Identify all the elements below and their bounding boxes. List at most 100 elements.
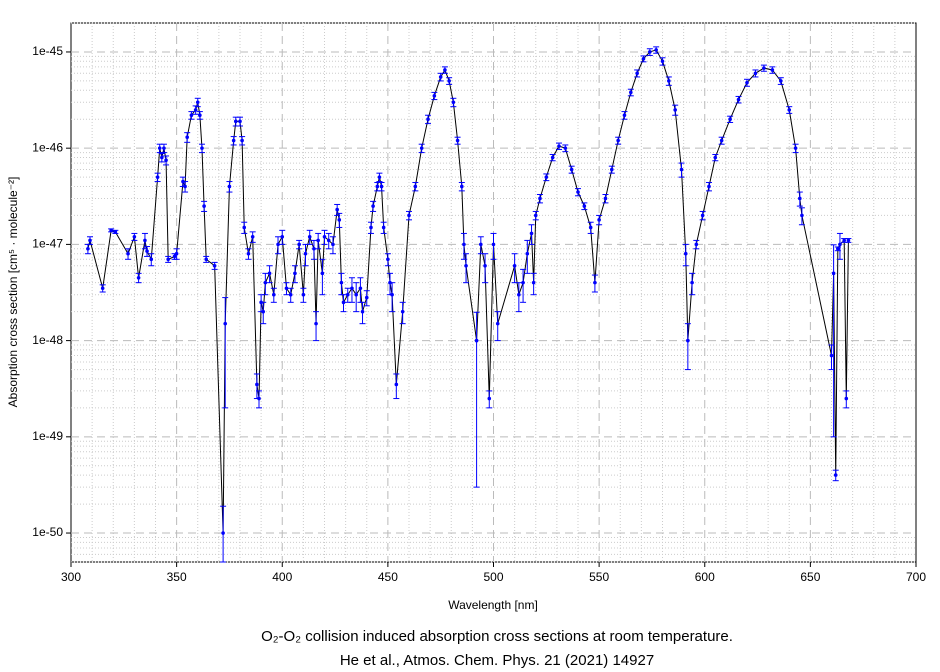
chart-title: O₂-O₂ collision induced absorption cross… bbox=[261, 628, 733, 645]
data-point bbox=[379, 184, 384, 189]
data-point bbox=[844, 396, 849, 401]
data-point bbox=[231, 138, 236, 143]
data-point bbox=[369, 225, 373, 230]
data-point bbox=[261, 309, 266, 314]
data-point bbox=[728, 117, 732, 122]
data-point bbox=[341, 300, 346, 305]
data-point bbox=[793, 146, 798, 150]
data-point bbox=[86, 246, 90, 251]
y-tick-label: 1e-45 bbox=[32, 44, 63, 58]
data-point bbox=[316, 238, 320, 243]
data-point bbox=[113, 230, 118, 234]
x-tick-label: 650 bbox=[800, 570, 820, 584]
data-point bbox=[603, 196, 608, 201]
data-point bbox=[381, 225, 386, 230]
data-point bbox=[582, 204, 587, 208]
data-point bbox=[162, 146, 166, 150]
data-point bbox=[157, 146, 162, 150]
data-point bbox=[544, 175, 549, 179]
data-point bbox=[517, 292, 521, 297]
data-point bbox=[700, 213, 705, 218]
data-point bbox=[360, 309, 365, 314]
x-tick-label: 300 bbox=[61, 570, 81, 584]
data-point bbox=[390, 292, 394, 297]
data-point bbox=[267, 271, 272, 276]
data-point bbox=[529, 231, 534, 236]
data-point bbox=[331, 242, 335, 247]
data-point bbox=[240, 138, 244, 143]
data-point bbox=[88, 238, 92, 243]
data-point bbox=[202, 204, 206, 208]
data-point bbox=[109, 228, 113, 233]
data-point bbox=[800, 213, 804, 218]
data-point bbox=[160, 155, 164, 160]
data-point bbox=[280, 234, 285, 239]
data-point bbox=[432, 94, 437, 98]
data-point bbox=[531, 280, 536, 285]
data-point bbox=[576, 190, 580, 194]
data-point bbox=[550, 155, 555, 160]
data-point bbox=[426, 117, 430, 122]
data-point bbox=[836, 246, 840, 251]
data-point bbox=[407, 213, 411, 218]
data-point bbox=[648, 50, 652, 54]
data-point bbox=[673, 108, 677, 112]
data-point bbox=[460, 184, 464, 189]
data-point bbox=[660, 59, 665, 64]
x-tick-label: 550 bbox=[589, 570, 609, 584]
data-point bbox=[563, 146, 568, 150]
data-point bbox=[521, 280, 525, 285]
data-point bbox=[690, 280, 694, 285]
data-point bbox=[204, 257, 208, 262]
data-point bbox=[350, 286, 354, 291]
chart-subtitle: He et al., Atmos. Chem. Phys. 21 (2021) … bbox=[340, 652, 654, 669]
data-point bbox=[233, 119, 238, 124]
data-point bbox=[238, 119, 242, 124]
x-tick-label: 350 bbox=[167, 570, 187, 584]
data-point bbox=[593, 280, 597, 285]
data-point bbox=[276, 242, 280, 247]
data-point bbox=[679, 167, 684, 172]
data-point bbox=[189, 113, 194, 118]
y-tick-label: 1e-47 bbox=[32, 237, 63, 251]
data-point bbox=[337, 218, 342, 222]
data-point bbox=[288, 292, 293, 297]
data-point bbox=[255, 382, 259, 387]
data-point bbox=[622, 113, 627, 118]
data-point bbox=[443, 68, 447, 72]
data-point bbox=[829, 353, 834, 358]
data-point bbox=[557, 144, 561, 148]
y-tick-label: 1e-48 bbox=[32, 333, 63, 347]
data-point bbox=[641, 56, 646, 61]
data-point bbox=[166, 257, 170, 262]
data-point bbox=[438, 75, 443, 79]
data-point bbox=[683, 251, 688, 256]
data-point bbox=[174, 251, 179, 256]
data-point bbox=[588, 225, 593, 230]
x-axis-label: Wavelength [nm] bbox=[448, 598, 538, 612]
data-point bbox=[831, 271, 836, 276]
data-point bbox=[312, 246, 316, 251]
y-tick-label: 1e-49 bbox=[32, 429, 63, 443]
data-point bbox=[272, 292, 276, 297]
data-point bbox=[487, 396, 492, 401]
data-point bbox=[779, 79, 783, 83]
data-point bbox=[525, 251, 530, 256]
data-point bbox=[143, 238, 147, 243]
data-point bbox=[629, 90, 633, 95]
data-point bbox=[198, 113, 202, 118]
data-point bbox=[538, 196, 542, 201]
data-point bbox=[798, 196, 802, 201]
data-point bbox=[833, 473, 838, 477]
x-tick-label: 450 bbox=[378, 570, 398, 584]
data-point bbox=[451, 100, 456, 105]
data-point bbox=[686, 338, 690, 343]
data-point bbox=[155, 175, 160, 179]
y-tick-label: 1e-46 bbox=[32, 140, 63, 154]
data-point bbox=[394, 382, 399, 387]
data-point bbox=[242, 225, 247, 230]
data-point bbox=[193, 108, 198, 112]
data-point bbox=[654, 48, 658, 52]
data-point bbox=[335, 207, 339, 212]
